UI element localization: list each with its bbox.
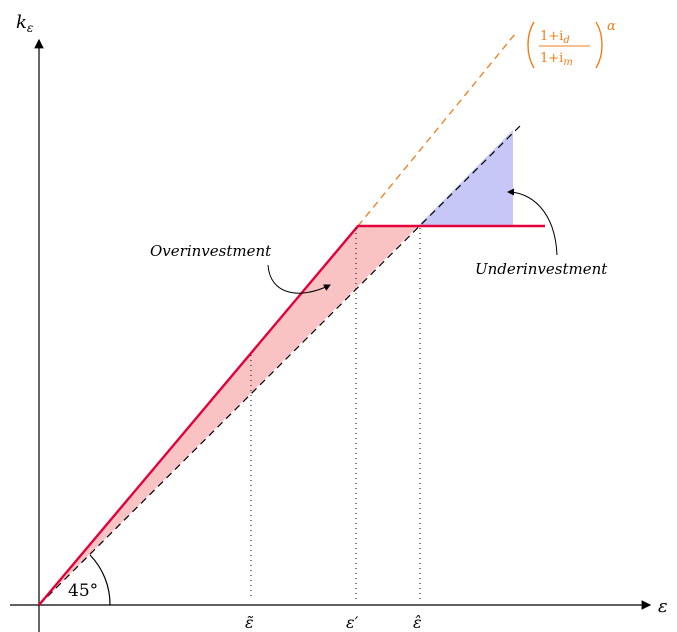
orange-dashed-line [357, 33, 516, 227]
svg-text:1+im: 1+im [540, 51, 573, 68]
svg-text:1+id: 1+id [540, 29, 570, 46]
underinvestment-label: Underinvestment [475, 260, 608, 278]
underinvestment-region [418, 130, 513, 226]
overinvestment-arrow [267, 264, 331, 294]
angle-label: 45° [68, 581, 98, 601]
forty-five-degree-line [38, 125, 521, 606]
y-axis-label: kε [16, 12, 33, 35]
tick-label-hat: ε̂ [413, 613, 422, 632]
tick-label-tilde: ε̃ [245, 613, 254, 632]
svg-text:α: α [607, 19, 616, 34]
orange-fraction-label: 1+id 1+im α [527, 19, 616, 69]
red-kinked-line [38, 224, 545, 606]
underinvestment-arrow [507, 188, 558, 256]
overinvestment-label: Overinvestment [150, 242, 272, 260]
angle-arc [89, 554, 111, 606]
tick-label-prime: ε′ [346, 613, 359, 632]
x-axis-label: ε [658, 596, 668, 617]
